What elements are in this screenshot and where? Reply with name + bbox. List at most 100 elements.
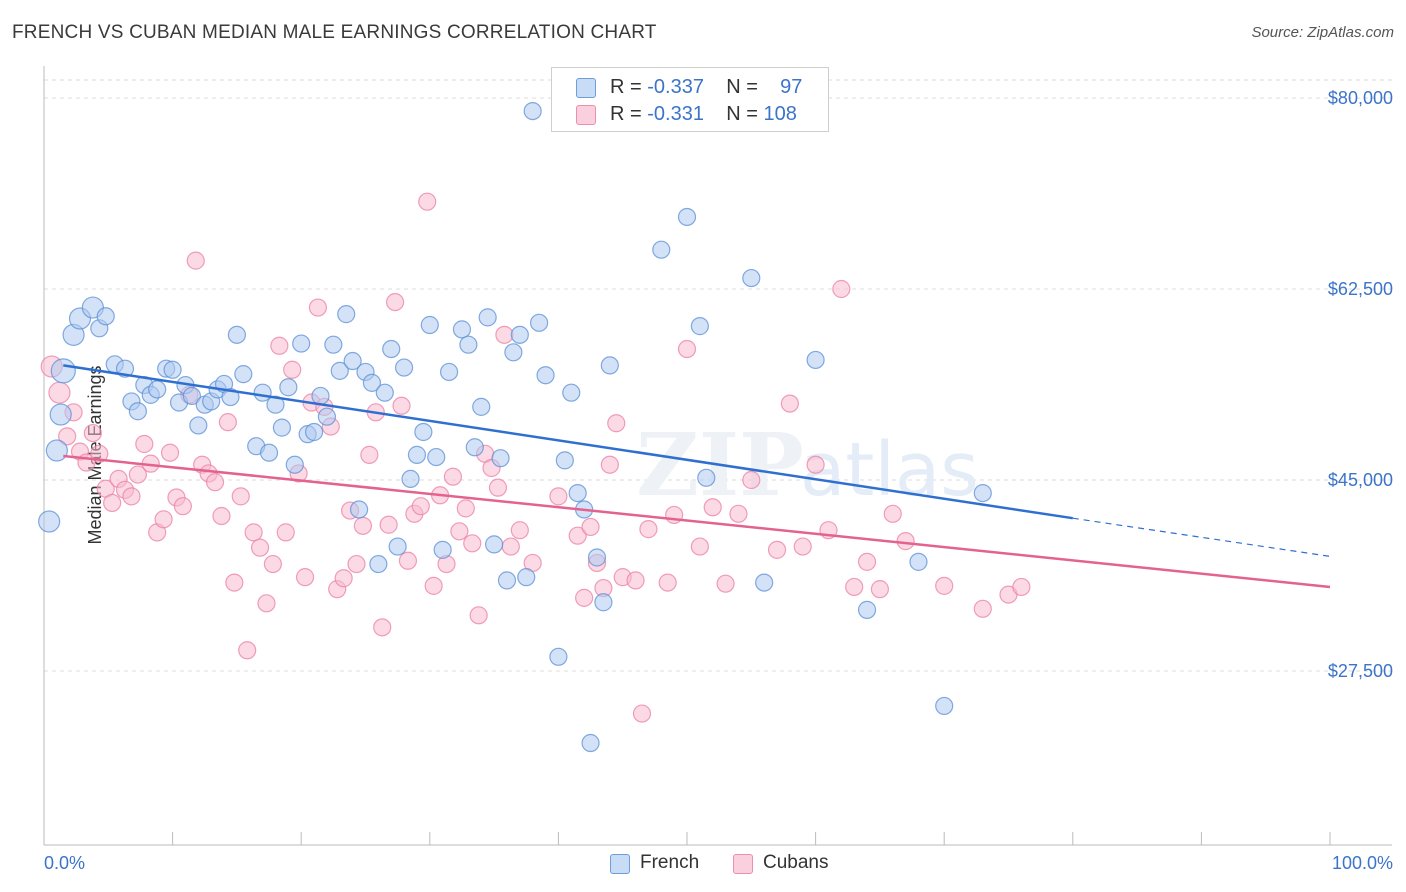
french-point-87: [742, 268, 761, 288]
cubans-point-96: [793, 537, 812, 556]
bottom-cubans-swatch: [733, 854, 753, 874]
french-n-value: 97: [780, 76, 803, 98]
french-point-41: [324, 335, 343, 354]
french-point-60: [452, 320, 472, 339]
french-point-57: [427, 447, 446, 467]
french-point-76: [562, 383, 581, 402]
cubans-r-label: R =: [610, 103, 648, 125]
x-tick-label-1: 100.0%: [1332, 853, 1393, 873]
french-point-0: [50, 358, 76, 384]
french-point-15: [148, 380, 167, 399]
french-point-33: [272, 418, 292, 437]
cubans-point-72: [510, 521, 529, 540]
cubans-point-90: [703, 498, 722, 517]
cubans-point-77: [581, 517, 600, 537]
cubans-point-100: [845, 577, 864, 597]
cubans-r-value: -0.331: [647, 103, 704, 125]
french-point-36: [292, 334, 311, 353]
cubans-point-88: [677, 339, 697, 359]
french-point-86: [697, 468, 716, 487]
cubans-point-108: [1012, 577, 1031, 597]
cubans-point-69: [488, 478, 508, 497]
cubans-point-70: [495, 325, 514, 344]
french-point-17: [163, 360, 182, 379]
cubans-n-label: N =: [726, 103, 764, 125]
french-point-20: [182, 386, 201, 406]
french-point-73: [536, 366, 555, 385]
cubans-point-26: [212, 506, 231, 526]
cubans-point-1: [48, 381, 71, 404]
bottom-french-label: French: [640, 852, 700, 873]
french-point-89: [806, 350, 825, 370]
cubans-n-value: 108: [763, 103, 797, 125]
cubans-point-62: [443, 467, 463, 486]
french-point-69: [510, 325, 529, 344]
cubans-point-63: [450, 522, 469, 541]
cubans-point-52: [379, 515, 398, 534]
french-n-label: N =: [726, 76, 764, 98]
french-point-63: [472, 397, 491, 416]
french-point-51: [388, 537, 407, 556]
cubans-point-25: [205, 473, 225, 492]
cubans-point-20: [173, 497, 192, 516]
french-point-90: [857, 600, 877, 619]
cubans-point-91: [716, 574, 735, 593]
cubans-point-6: [83, 423, 102, 443]
y-tick-label-2: $45,000: [1328, 470, 1393, 490]
french-point-74: [549, 647, 568, 666]
cubans-point-64: [456, 499, 475, 518]
french-point-62: [465, 438, 484, 457]
cubans-point-12: [122, 487, 141, 506]
cubans-point-85: [639, 520, 658, 539]
french-point-59: [439, 362, 459, 382]
cubans-point-99: [832, 279, 851, 299]
cubans-point-83: [626, 571, 645, 590]
french-point-42: [330, 361, 349, 380]
french-point-52: [394, 358, 414, 377]
french-point-35: [285, 455, 304, 474]
cubans-point-14: [135, 434, 154, 454]
french-point-64: [478, 308, 497, 327]
cubans-point-74: [549, 487, 568, 506]
cubans-point-103: [883, 504, 902, 523]
french-point-75: [555, 451, 574, 470]
cubans-point-27: [218, 413, 237, 432]
cubans-swatch: [576, 105, 596, 125]
french-point-80: [587, 548, 607, 567]
french-point-40: [317, 407, 337, 426]
french-point-61: [459, 335, 478, 354]
cubans-point-53: [385, 292, 405, 312]
cubans-point-13: [128, 465, 147, 484]
french-point-88: [755, 573, 774, 592]
y-tick-label-3: $27,500: [1328, 661, 1393, 681]
french-point-30: [253, 383, 272, 402]
cubans-point-66: [469, 606, 488, 625]
french-point-32: [266, 395, 285, 414]
y-tick-label-1: $62,500: [1328, 279, 1393, 299]
french-r-value: -0.337: [647, 76, 704, 98]
cubans-point-22: [186, 251, 205, 270]
cubans-point-54: [392, 396, 411, 415]
bottom-french-swatch: [610, 854, 630, 874]
cubans-point-76: [575, 588, 594, 607]
french-point-53: [401, 469, 420, 489]
french-point-49: [375, 383, 394, 402]
cubans-point-105: [935, 576, 954, 595]
cubans-point-39: [295, 568, 315, 587]
french-point-56: [420, 315, 439, 335]
cubans-point-59: [424, 576, 443, 595]
cubans-point-95: [780, 394, 799, 413]
cubans-point-32: [250, 538, 270, 557]
cubans-point-30: [238, 641, 257, 660]
cubans-point-75: [568, 526, 587, 545]
french-point-66: [491, 449, 510, 468]
cubans-trend-line: [63, 454, 1331, 589]
french-point-21: [189, 416, 208, 435]
french-r-label: R =: [610, 76, 648, 98]
french-point-55: [414, 422, 433, 442]
cubans-point-35: [270, 336, 289, 355]
cubans-point-9: [103, 493, 122, 513]
cubans-point-34: [263, 554, 283, 574]
french-trend-extension: [1072, 517, 1331, 557]
